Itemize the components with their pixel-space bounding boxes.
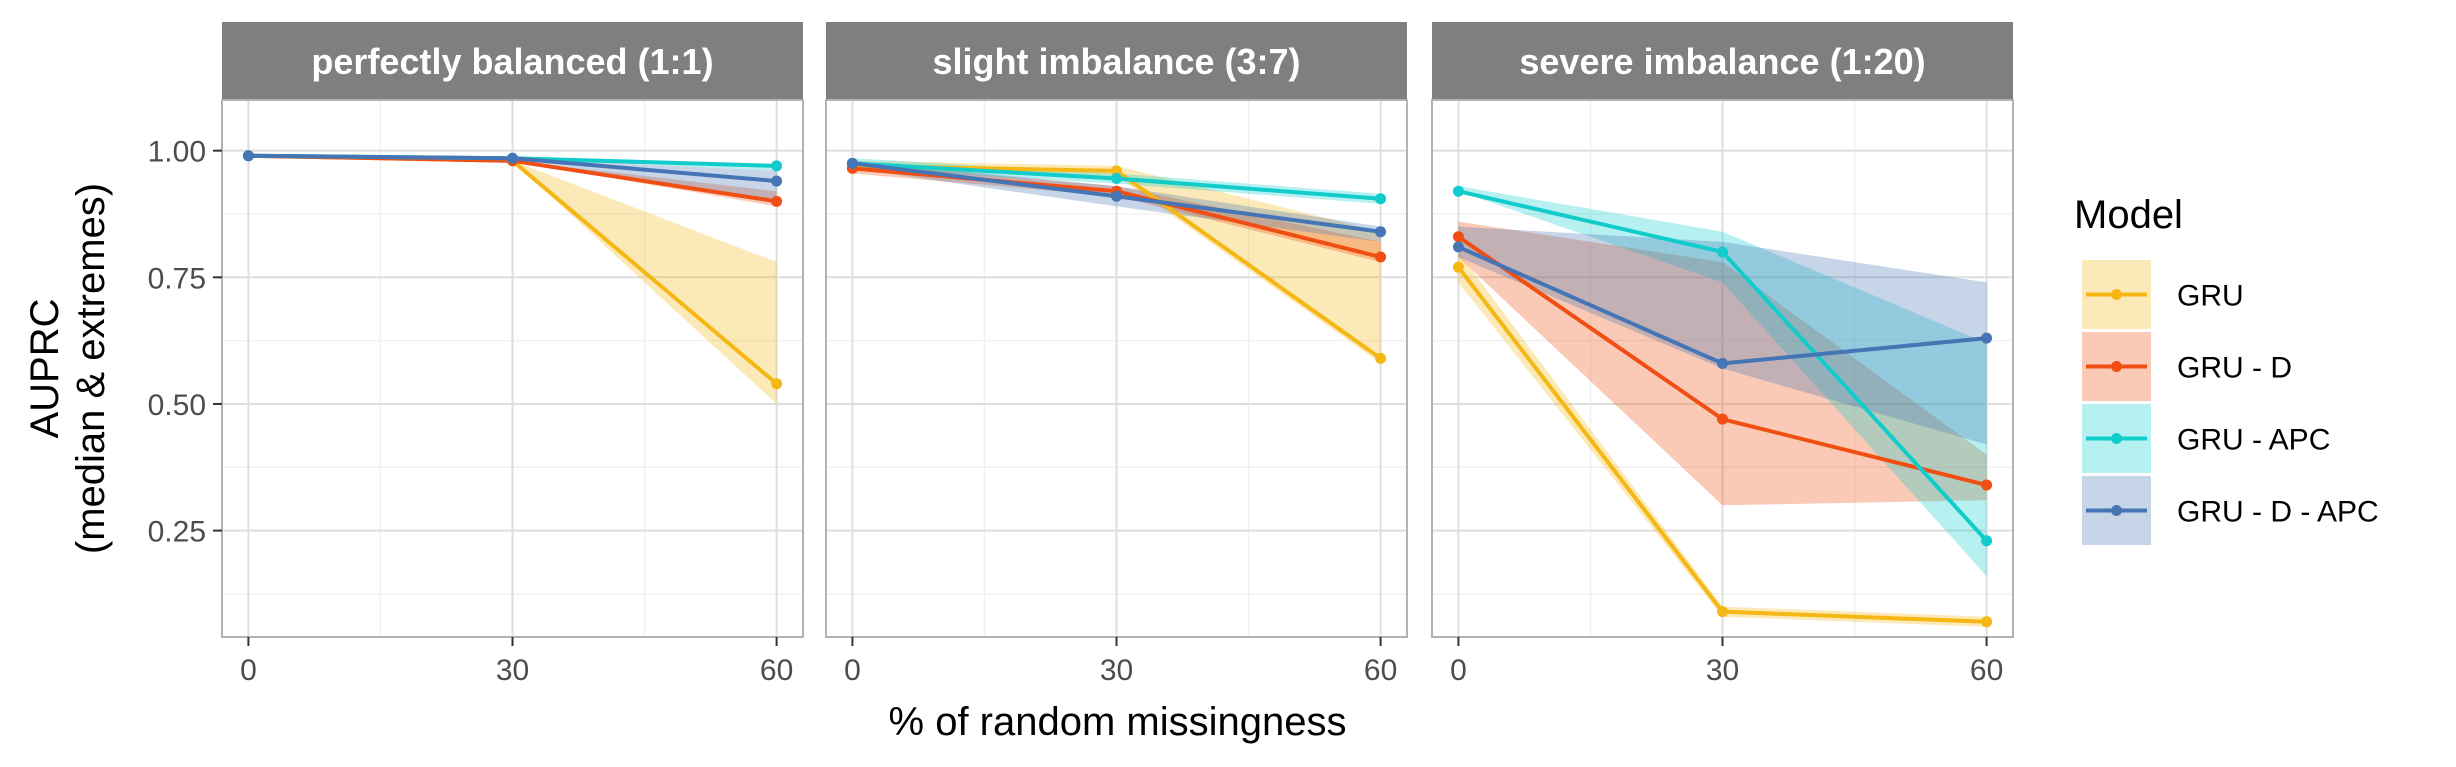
x-tick-label: 60 (1364, 654, 1397, 687)
data-point-gru (1981, 616, 1993, 628)
legend-item-gru: GRU (2082, 260, 2244, 329)
legend-item-gru-d-apc: GRU - D - APC (2082, 476, 2379, 545)
panel-strip (826, 22, 1407, 100)
y-axis-title: AUPRC (23, 298, 67, 438)
legend-key-point (2111, 361, 2122, 372)
data-point-gru (771, 378, 783, 390)
data-point-gru-d (1717, 413, 1728, 425)
legend: Model GRU GRU - D GRU - APC GRU - D - APC (2074, 193, 2379, 545)
x-tick-label: 60 (1970, 654, 2003, 687)
legend-key-point (2111, 433, 2122, 444)
legend-label: GRU - D (2177, 352, 2292, 385)
data-point-gru-d (1981, 479, 1993, 491)
data-point-gru-apc (1717, 246, 1728, 258)
data-point-gru-apc (1452, 185, 1464, 197)
panel-slight-imbalance-3-7: slight imbalance (3:7) 0 30 60 (825, 22, 1408, 687)
legend-label: GRU (2177, 280, 2244, 313)
data-point-gru-d-apc (1717, 357, 1728, 369)
ribbon-gru-d (248, 155, 777, 207)
legend-key-point (2111, 505, 2122, 516)
data-point-gru (1111, 165, 1122, 177)
data-point-gru (1452, 261, 1464, 273)
y-tick-label: 1.00 (148, 136, 206, 169)
legend-label: GRU - D - APC (2177, 496, 2379, 529)
data-point-gru (1717, 606, 1728, 618)
data-point-gru-d-apc (1452, 241, 1464, 253)
panel-severe-imbalance-1-20: severe imbalance (1:20) 0 30 60 (1431, 22, 2014, 687)
legend-item-gru-apc: GRU - APC (2082, 404, 2330, 473)
data-point-gru-d (1452, 231, 1464, 243)
data-point-gru-d (1375, 251, 1387, 263)
ribbon-gru (248, 155, 777, 404)
data-point-gru-d-apc (771, 175, 783, 187)
y-tick-label: 0.75 (148, 262, 206, 295)
x-axis-title: % of random missingness (889, 700, 1347, 744)
legend-key-point (2111, 289, 2122, 300)
x-tick-label: 30 (1100, 654, 1133, 687)
data-point-gru-d (771, 195, 783, 207)
x-tick-label: 0 (240, 654, 257, 687)
x-tick-label: 0 (1450, 654, 1467, 687)
panel-title: slight imbalance (3:7) (932, 41, 1300, 82)
ribbon-gru-d-apc (248, 155, 777, 202)
data-point-gru-apc (1981, 535, 1993, 547)
x-tick-label: 0 (844, 654, 861, 687)
y-tick-label: 0.50 (148, 389, 206, 422)
data-point-gru-d-apc (846, 157, 858, 169)
ribbon-gru (852, 160, 1381, 364)
panel-title: perfectly balanced (1:1) (311, 41, 713, 82)
data-point-gru (1375, 352, 1387, 364)
data-point-gru-d-apc (1375, 226, 1387, 238)
legend-title: Model (2074, 193, 2183, 237)
data-point-gru-d-apc (242, 150, 254, 162)
panel-strip (222, 22, 803, 100)
data-point-gru-apc (1375, 193, 1387, 205)
legend-item-gru-d: GRU - D (2082, 332, 2292, 401)
data-point-gru-d-apc (1981, 332, 1993, 344)
data-point-gru-apc (771, 160, 783, 172)
data-point-gru-d-apc (1111, 190, 1122, 202)
x-tick-label: 30 (1706, 654, 1739, 687)
ribbon-gru-d-apc (1458, 226, 1987, 445)
y-axis-subtitle: (median & extremes) (69, 183, 113, 554)
ribbon-gru-apc (1458, 186, 1987, 577)
x-tick-label: 30 (496, 654, 529, 687)
panel-strip (1432, 22, 2013, 100)
panel-title: severe imbalance (1:20) (1519, 41, 1925, 82)
x-tick-label: 60 (760, 654, 793, 687)
data-point-gru-d-apc (507, 152, 518, 164)
legend-label: GRU - APC (2177, 424, 2330, 457)
panel-perfectly-balanced-1-1: perfectly balanced (1:1) 0 30 60 0.25 0.50 0.7… (148, 22, 804, 687)
y-tick-label: 0.25 (148, 516, 206, 549)
data-point-gru-apc (1111, 173, 1122, 185)
